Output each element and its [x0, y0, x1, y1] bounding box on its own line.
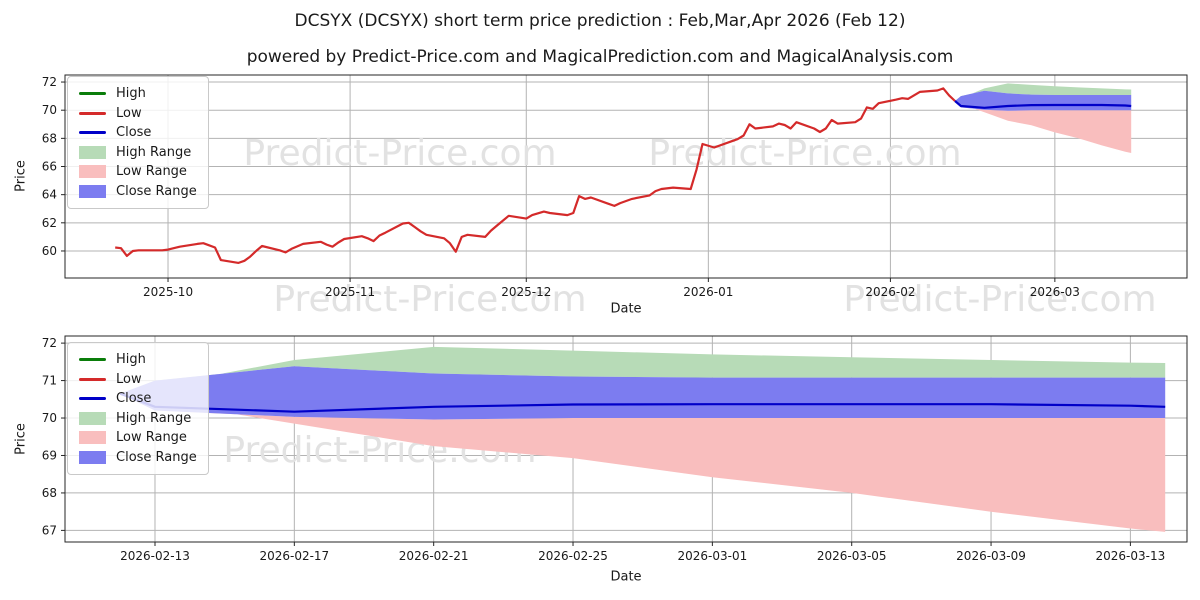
legend-close-range-swatch	[79, 450, 106, 464]
legend-low-range-label: Low Range	[116, 430, 187, 446]
x-tick-label: 2026-01	[683, 285, 733, 299]
legend-item-high: High	[79, 84, 197, 104]
close-range-band	[120, 366, 1166, 420]
legend-low-label: Low	[116, 371, 142, 387]
y-tick-label: 69	[42, 448, 57, 462]
legend-low-range-swatch	[79, 431, 106, 445]
bottom-y-axis-label: Price	[13, 423, 29, 455]
low-range-band	[120, 393, 1166, 532]
legend-item-low-range: Low Range	[79, 428, 197, 448]
x-tick-label: 2025-11	[325, 285, 375, 299]
legend-high-range-label: High Range	[116, 144, 192, 160]
legend-top-chart: High Low Close High Range Low Range Close Ran…	[67, 76, 209, 209]
top-chart: 60 62 64 66 68 70 72 2025-10 2025-11 2025-12 2026-…	[42, 74, 1188, 299]
legend-close-label: Close	[116, 391, 152, 407]
plot-border	[64, 74, 1188, 279]
legend-close-range-label: Close Range	[116, 183, 197, 199]
top-y-axis-label: Price	[13, 160, 29, 192]
watermark-text: Predict-Price.com	[843, 279, 1156, 320]
legend-item-close-range: Close Range	[79, 448, 197, 468]
legend-close-range-swatch	[79, 184, 106, 198]
watermark-text: Predict-Price.com	[648, 133, 961, 174]
x-tick-label: 2026-02-21	[399, 549, 469, 563]
legend-close-swatch	[79, 131, 106, 135]
bottom-chart: 67 68 69 70 71 72 2026-02-13 2026-02-17 2026-02-…	[42, 335, 1188, 563]
y-tick-label: 67	[42, 523, 57, 537]
x-tick-label: 2026-02	[865, 285, 915, 299]
legend-item-low: Low	[79, 370, 197, 390]
legend-high-range-swatch	[79, 145, 106, 159]
y-tick-label: 60	[42, 244, 57, 258]
y-tick-label: 72	[42, 75, 57, 89]
legend-low-label: Low	[116, 105, 142, 121]
x-tick-label: 2026-02-25	[538, 549, 608, 563]
y-tick-label: 70	[42, 103, 57, 117]
x-tick-label: 2026-03-09	[956, 549, 1026, 563]
page-title: DCSYX (DCSYX) short term price predictio…	[294, 11, 906, 31]
high-range-band	[120, 346, 1166, 394]
y-tick-label: 70	[42, 411, 57, 425]
x-tick-label: 2026-03-05	[817, 549, 887, 563]
legend-item-close-range: Close Range	[79, 182, 197, 202]
y-tick-label: 68	[42, 131, 57, 145]
close-line	[119, 392, 1166, 413]
x-tick-label: 2025-10	[143, 285, 193, 299]
legend-item-high: High	[79, 350, 197, 370]
legend-close-range-label: Close Range	[116, 449, 197, 465]
legend-high-swatch	[79, 358, 106, 362]
x-tick-label: 2026-03-13	[1096, 549, 1166, 563]
y-tick-label: 71	[42, 374, 57, 388]
low-line	[115, 87, 956, 264]
low-range-band	[955, 101, 1132, 153]
close-line	[954, 100, 1132, 109]
legend-close-swatch	[79, 397, 106, 401]
legend-item-low-range: Low Range	[79, 162, 197, 182]
high-range-band	[955, 83, 1132, 101]
bottom-x-axis-label: Date	[610, 569, 642, 585]
legend-bottom-chart: High Low Close High Range Low Range Close Ran…	[67, 342, 209, 475]
legend-high-label: High	[116, 352, 146, 368]
tick-marks	[61, 342, 1131, 546]
y-tick-label: 68	[42, 486, 57, 500]
top-x-axis-label: Date	[610, 301, 642, 317]
legend-item-close: Close	[79, 123, 197, 143]
x-tick-label: 2026-03	[1030, 285, 1080, 299]
legend-close-label: Close	[116, 125, 152, 141]
x-tick-label: 2026-02-13	[120, 549, 190, 563]
watermark-text: Predict-Price.com	[243, 133, 556, 174]
tick-marks	[61, 81, 1056, 282]
legend-item-low: Low	[79, 104, 197, 124]
y-tick-label: 62	[42, 216, 57, 230]
legend-item-close: Close	[79, 389, 197, 409]
x-tick-label: 2025-12	[501, 285, 551, 299]
legend-low-swatch	[79, 111, 106, 115]
plot-border	[64, 335, 1188, 543]
legend-low-range-label: Low Range	[116, 164, 187, 180]
y-tick-label: 72	[42, 336, 57, 350]
x-tick-label: 2026-03-01	[677, 549, 747, 563]
legend-item-high-range: High Range	[79, 143, 197, 163]
legend-high-range-label: High Range	[116, 410, 192, 426]
legend-high-range-swatch	[79, 411, 106, 425]
legend-low-swatch	[79, 377, 106, 381]
legend-high-label: High	[116, 86, 146, 102]
legend-low-range-swatch	[79, 165, 106, 179]
legend-item-high-range: High Range	[79, 409, 197, 429]
page-subtitle: powered by Predict-Price.com and Magical…	[246, 47, 954, 67]
legend-high-swatch	[79, 92, 106, 96]
grid-lines	[65, 75, 1187, 278]
y-tick-label: 66	[42, 160, 57, 174]
y-tick-label: 64	[42, 188, 57, 202]
watermark-text: Predict-Price.com	[273, 279, 586, 320]
x-tick-label: 2026-02-17	[259, 549, 329, 563]
